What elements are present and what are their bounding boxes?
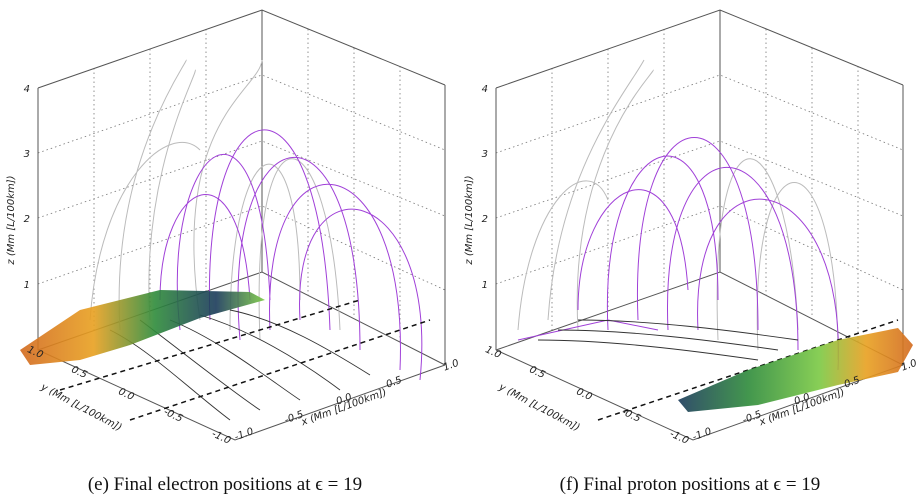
y-tick-label: 0.0 [575, 386, 594, 403]
z-axis-label: z (Mm [L/100km]) [6, 175, 17, 265]
z-tick-label: 1 [482, 280, 488, 291]
y-tick-label: -1.0 [210, 429, 232, 447]
x-tick-label: 0.0 [335, 392, 354, 408]
panel-f [495, 9, 913, 441]
z-tick-label: 4 [24, 84, 30, 95]
caption: (f) Final proton positions at ϵ = 19 [560, 474, 821, 495]
x-tick-label: 0.0 [793, 392, 812, 408]
y-axis-label: y (Mm [L/100km]) [496, 381, 581, 433]
z-tick-label: 1 [24, 280, 30, 291]
particle-band [20, 290, 265, 365]
y-tick-label: 1.0 [484, 344, 503, 361]
y-tick-label: 0.0 [117, 386, 136, 403]
y-tick-label: -0.5 [620, 407, 642, 425]
particle-band [678, 328, 913, 412]
y-tick-label: 0.5 [70, 364, 89, 381]
z-tick-label: 2 [24, 214, 30, 225]
field-lines [59, 59, 431, 421]
field-lines [517, 59, 899, 421]
x-tick-label: -1.0 [233, 426, 255, 443]
y-axis-label: y (Mm [L/100km]) [38, 381, 123, 433]
x-tick-label: 0.5 [843, 375, 862, 391]
z-axis-label: z (Mm [L/100km]) [464, 175, 475, 265]
y-tick-label: -1.0 [668, 429, 690, 447]
y-tick-label: 0.5 [528, 364, 547, 381]
x-tick-label: 1.0 [442, 358, 461, 374]
x-tick-label: 1.0 [900, 358, 919, 374]
z-tick-label: 4 [482, 84, 488, 95]
panel-e [20, 9, 446, 441]
x-tick-label: 0.5 [385, 375, 404, 391]
z-tick-label: 2 [482, 214, 488, 225]
z-tick-label: 3 [24, 149, 30, 160]
z-tick-label: 3 [482, 149, 488, 160]
caption: (e) Final electron positions at ϵ = 19 [88, 474, 362, 495]
x-tick-label: -1.0 [691, 426, 713, 443]
y-tick-label: -0.5 [162, 407, 184, 425]
